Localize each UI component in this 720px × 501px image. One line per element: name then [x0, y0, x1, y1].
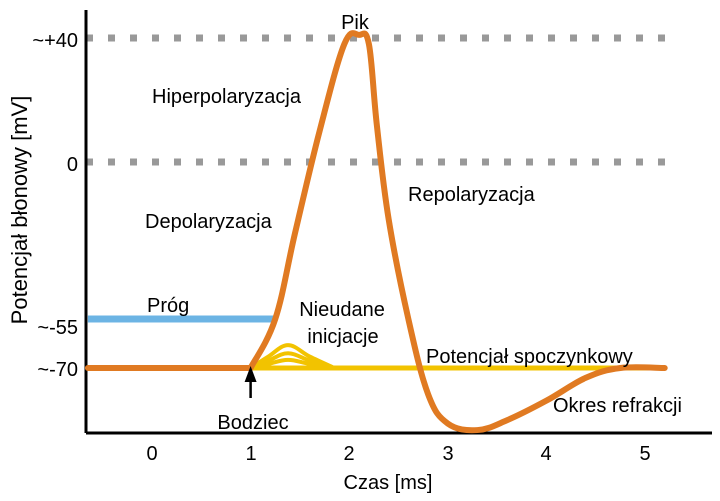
- stimulus-arrow-head: [244, 366, 257, 382]
- x-tick-label: 5: [639, 443, 650, 465]
- annotation-peak: Pik: [341, 12, 370, 34]
- annotation-failed-initiations-2: inicjacje: [307, 326, 378, 348]
- annotation-stimulus: Bodziec: [217, 412, 288, 434]
- annotation-refractory-period: Okres refrakcji: [553, 395, 682, 417]
- annotation-failed-initiations-1: Nieudane: [299, 299, 385, 321]
- x-tick-label: 3: [442, 443, 453, 465]
- y-tick-label: ~-55: [37, 317, 78, 339]
- annotation-resting-potential: Potencjał spoczynkowy: [426, 346, 633, 368]
- axes: [84, 10, 712, 435]
- reference-lines: [86, 34, 668, 166]
- y-tick-label: ~-70: [37, 359, 78, 381]
- failed-initiation-curve: [249, 343, 336, 370]
- action-potential-line: [84, 30, 668, 434]
- action-potential-group: [84, 30, 668, 434]
- stimulus-arrow-group: [244, 366, 257, 398]
- y-tick-label: 0: [67, 154, 78, 176]
- failed-initiation-curve: [249, 351, 335, 370]
- failed-initiations-group: [249, 343, 665, 371]
- x-tick-label: 1: [245, 443, 256, 465]
- x-tick-label: 2: [343, 443, 354, 465]
- annotation-hyperpolarization: Hiperpolaryzacja: [152, 86, 302, 108]
- failed-initiation-curve: [250, 357, 335, 370]
- annotation-threshold: Próg: [147, 295, 189, 317]
- annotation-depolarization: Depolaryzacja: [145, 211, 273, 233]
- x-axis-label: Czas [ms]: [344, 472, 433, 494]
- y-tick-label: ~+40: [32, 30, 78, 52]
- y-axis-label: Potencjał błonowy [mV]: [7, 96, 32, 325]
- annotation-repolarization: Repolaryzacja: [408, 184, 536, 206]
- x-tick-label: 0: [146, 443, 157, 465]
- x-tick-label: 4: [540, 443, 551, 465]
